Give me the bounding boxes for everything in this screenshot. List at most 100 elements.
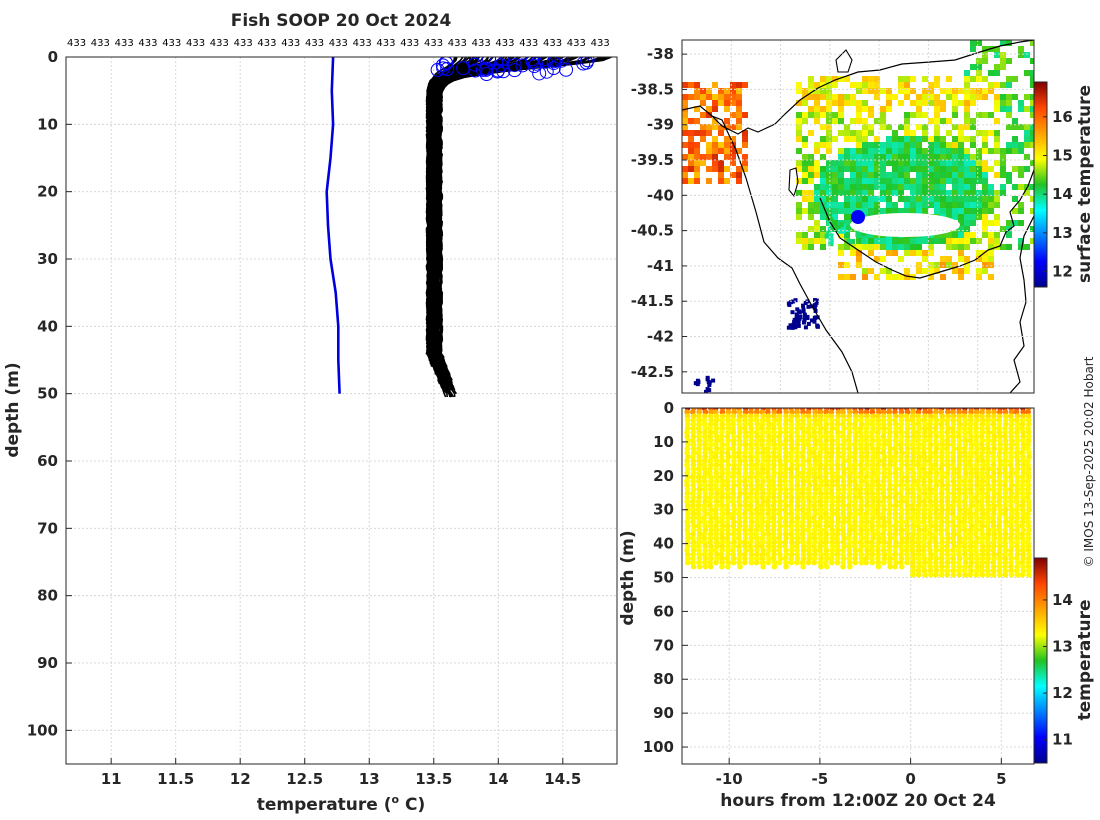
section-point [725,527,731,533]
cast-line [433,57,555,384]
section-point [880,482,887,489]
section-point [881,454,888,460]
section-point [817,502,824,509]
section-point [805,474,812,480]
surface-marker [532,66,547,81]
section-point [985,572,992,578]
section-point [858,437,864,444]
sst-cell [934,76,940,82]
section-point [817,494,824,501]
section-point [708,543,714,550]
sst-cell [904,166,910,172]
section-point [927,429,934,436]
sst-cell [814,300,819,305]
section-point [736,515,743,521]
sst-cell [712,148,718,154]
sst-cell [904,238,910,244]
section-point [696,454,703,460]
section-point [892,429,899,436]
section-point [719,515,726,521]
sst-cell [964,184,970,190]
section-point [1008,506,1015,513]
sst-cell [814,184,820,190]
sst-cell [916,148,922,154]
sst-cell [970,64,976,70]
section-point [962,454,968,460]
sst-cell [844,76,850,82]
section-point [695,413,702,419]
section-point [910,425,917,432]
section-point [846,543,852,550]
section-point [1002,527,1008,533]
sst-cell [808,214,814,220]
sst-cell [1030,82,1034,88]
section-point [812,413,818,419]
sst-cell [868,196,874,202]
section-point [748,482,754,489]
sst-cell [862,178,868,184]
sst-cell [844,100,850,106]
sst-cell [952,232,958,238]
sst-cell [814,238,820,244]
section-point [725,543,731,550]
sst-cell [1012,142,1018,148]
section-point [731,519,737,525]
sst-cell [898,142,904,148]
section-point [1026,572,1032,578]
section-point [898,474,905,480]
section-point [1002,462,1008,468]
section-point [818,551,824,558]
sst-cell [958,226,964,232]
section-point [783,547,789,554]
sst-cell [916,238,922,244]
section-point [863,474,870,480]
section-point [794,551,800,558]
section-point [753,413,760,419]
sst-cell [814,220,820,226]
section-point [771,421,777,428]
section-point [997,572,1003,578]
cast-count-label: 433 [257,38,276,49]
sst-cell [844,160,850,166]
section-point [736,543,742,550]
section-point [806,502,812,509]
cast-count-label: 433 [91,38,110,49]
sst-cell [844,184,850,190]
sst-cell [832,202,838,208]
section-point [985,551,991,558]
sst-cell [922,88,928,94]
section-point [1025,559,1032,566]
sst-cell [682,142,688,148]
section-point [915,458,922,464]
section-point [788,498,794,505]
section-point [927,413,934,419]
section-point [748,466,755,472]
section-point [719,409,726,415]
sst-cell [1024,106,1030,112]
section-point [973,433,980,440]
sst-cell [952,172,958,178]
section-point [881,539,887,546]
section-point [967,482,974,489]
sst-cell [940,262,946,268]
section-point [921,437,928,444]
sst-cell [976,40,982,46]
cast-count-label: 433 [353,38,372,49]
section-point [840,523,846,529]
section-point [782,454,789,460]
sst-cell [1012,94,1018,100]
section-point [910,470,917,476]
section-point [846,482,853,489]
section-point [713,486,720,493]
section-point [1025,409,1031,415]
section-point [731,454,737,460]
sst-cell [1006,226,1012,232]
sst-cell [886,142,892,148]
sst-cell [845,225,851,231]
section-point [898,421,905,428]
section-point [852,421,858,428]
section-point [696,555,703,562]
section-point [811,466,818,472]
sst-cell [850,160,856,166]
section-point [933,555,940,562]
